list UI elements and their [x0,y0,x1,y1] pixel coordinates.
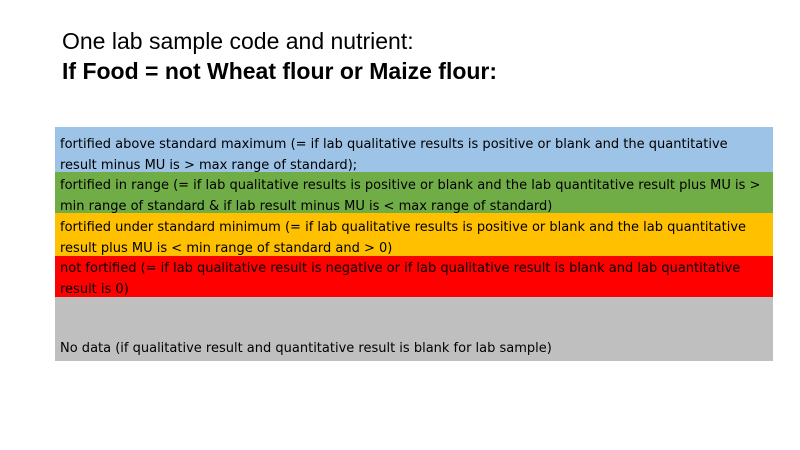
slide-title-line-2: If Food = not Wheat flour or Maize flour… [62,58,498,84]
legend-row-no-data: No data (if qualitative result and quant… [55,297,773,361]
slide-title-line-1: One lab sample code and nutrient: [62,28,414,54]
legend-row-under-minimum: fortified under standard minimum (= if l… [55,213,773,256]
color-legend-table: fortified above standard maximum (= if l… [55,127,773,361]
legend-row-not-fortified: not fortified (= if lab qualitative resu… [55,256,773,297]
legend-row-no-data-text: No data (if qualitative result and quant… [60,341,552,356]
legend-row-in-range: fortified in range (= if lab qualitative… [55,172,773,214]
legend-row-above-maximum: fortified above standard maximum (= if l… [55,127,773,173]
